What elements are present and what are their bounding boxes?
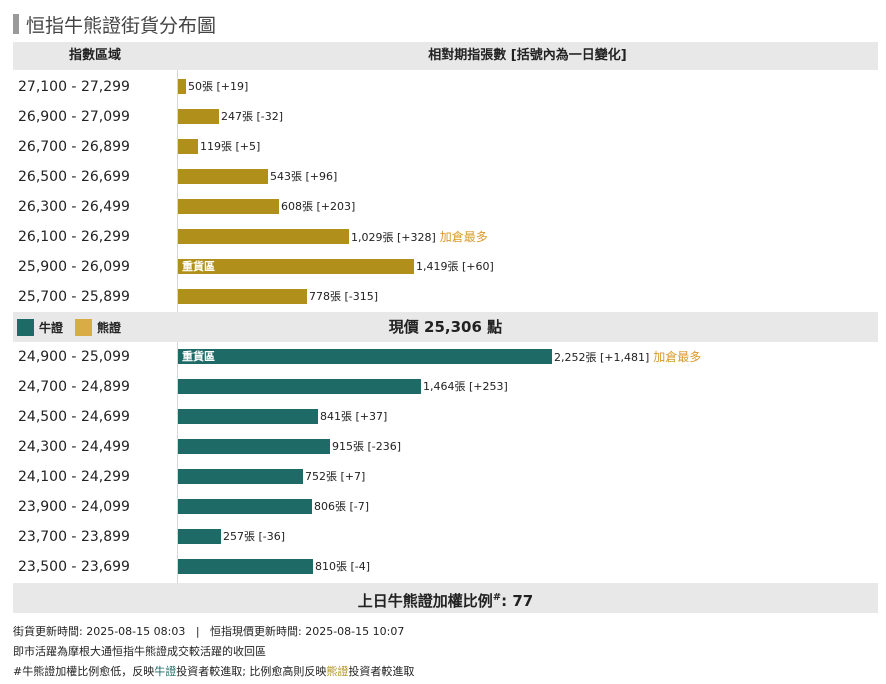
bear-bar	[178, 229, 349, 244]
legend-bull-swatch	[17, 318, 34, 336]
footnote-active: 即市活躍為摩根大通恒指牛熊證成交較活躍的收回區	[13, 645, 266, 658]
bear-row: 26,900 - 27,099 247張 [-32]	[13, 102, 878, 132]
bull-bar	[178, 409, 318, 424]
bear-bar	[178, 109, 219, 124]
range-label: 24,900 - 25,099	[18, 349, 130, 365]
max-increase-note: 加倉最多	[439, 230, 488, 244]
range-label: 26,300 - 26,499	[18, 199, 130, 215]
range-label: 24,100 - 24,299	[18, 469, 130, 485]
bar-value-label: 810張 [-4]	[315, 560, 371, 573]
bar-value-label: 608張 [+203]	[281, 200, 356, 213]
weighted-ratio: 上日牛熊證加權比例#: 77	[13, 583, 878, 613]
bear-bar	[178, 199, 279, 214]
ratio-value: 77	[512, 592, 534, 610]
bull-bar	[178, 499, 312, 514]
bear-bar	[178, 139, 198, 154]
range-label: 26,500 - 26,699	[18, 169, 130, 185]
range-label: 23,900 - 24,099	[18, 499, 130, 515]
range-label: 23,700 - 23,899	[18, 529, 130, 545]
range-label: 23,500 - 23,699	[18, 559, 130, 575]
bull-row: 24,300 - 24,499 915張 [-236]	[13, 432, 878, 462]
page-title-text: 恒指牛熊證街貨分布圖	[26, 14, 217, 37]
bull-row: 23,700 - 23,899 257張 [-36]	[13, 522, 878, 552]
bear-row: 25,700 - 25,899 778張 [-315]	[13, 282, 878, 312]
bull-row: 24,700 - 24,899 1,464張 [+253]	[13, 372, 878, 402]
bar-value-label: 778張 [-315]	[309, 290, 379, 303]
bull-bar	[178, 529, 221, 544]
bar-value-label: 806張 [-7]	[314, 500, 370, 513]
bear-row: 25,900 - 26,099 重貨區 1,419張 [+60]	[13, 252, 878, 282]
header-range-column: 指數區域	[68, 48, 121, 63]
bear-bar	[178, 79, 186, 94]
bar-value-label: 247張 [-32]	[221, 110, 284, 123]
heavy-zone-tag: 重貨區	[182, 350, 215, 363]
ratio-colon: :	[501, 592, 513, 610]
heavy-zone-tag: 重貨區	[182, 260, 215, 273]
bar-value-label: 2,252張 [+1,481] 加倉最多	[554, 350, 702, 364]
bear-row: 26,500 - 26,699 543張 [+96]	[13, 162, 878, 192]
legend-bull-label: 牛證	[39, 320, 64, 335]
bull-row: 23,900 - 24,099 806張 [-7]	[13, 492, 878, 522]
footnote-bull-word: 牛證	[154, 665, 177, 678]
bear-bar	[178, 169, 268, 184]
table-header: 指數區域 相對期指張數 [括號內為一日變化]	[13, 42, 878, 70]
legend: 牛證 熊證	[13, 312, 121, 342]
bear-row: 27,100 - 27,299 50張 [+19]	[13, 72, 878, 102]
footnotes: 街貨更新時間: 2025-08-15 08:03 | 恒指現價更新時間: 202…	[13, 622, 414, 682]
bar-value-label: 119張 [+5]	[200, 140, 261, 153]
bull-bar: 重貨區	[178, 349, 552, 364]
bull-bar	[178, 439, 330, 454]
update-times: 街貨更新時間: 2025-08-15 08:03 | 恒指現價更新時間: 202…	[13, 625, 405, 638]
bear-row: 26,100 - 26,299 1,029張 [+328] 加倉最多	[13, 222, 878, 252]
bar-value-label: 1,029張 [+328] 加倉最多	[351, 230, 488, 244]
bar-value-label: 543張 [+96]	[270, 170, 338, 183]
bear-row: 26,300 - 26,499 608張 [+203]	[13, 192, 878, 222]
range-label: 25,900 - 26,099	[18, 259, 130, 275]
ratio-mark: #	[492, 592, 502, 603]
bar-value-label: 257張 [-36]	[223, 530, 286, 543]
bear-bar	[178, 289, 307, 304]
title-accent-bar	[13, 14, 19, 34]
header-count-column: 相對期指張數 [括號內為一日變化]	[428, 48, 627, 63]
bull-bar	[178, 559, 313, 574]
bull-bar	[178, 379, 421, 394]
footnote-bear-word: 熊證	[326, 665, 349, 678]
ratio-label: 上日牛熊證加權比例	[357, 592, 493, 610]
bull-row: 24,100 - 24,299 752張 [+7]	[13, 462, 878, 492]
range-label: 26,100 - 26,299	[18, 229, 130, 245]
bar-value-label: 50張 [+19]	[188, 80, 249, 93]
current-price-band	[13, 312, 878, 342]
bear-row: 26,700 - 26,899 119張 [+5]	[13, 132, 878, 162]
range-label: 24,700 - 24,899	[18, 379, 130, 395]
ratio-band	[13, 583, 878, 613]
range-label: 25,700 - 25,899	[18, 289, 130, 305]
footnote-ratio-prefix: #牛熊證加權比例愈低，反映	[13, 665, 155, 678]
legend-bear-label: 熊證	[97, 320, 122, 335]
footnote-ratio-suffix: 投資者較進取	[348, 665, 415, 678]
footnote-ratio-mid: 投資者較進取; 比例愈高則反映	[176, 665, 327, 678]
bull-row: 24,500 - 24,699 841張 [+37]	[13, 402, 878, 432]
page-title: 恒指牛熊證街貨分布圖	[13, 10, 216, 38]
range-label: 24,300 - 24,499	[18, 439, 130, 455]
bull-bar	[178, 469, 303, 484]
max-increase-note: 加倉最多	[653, 350, 702, 364]
range-label: 26,700 - 26,899	[18, 139, 130, 155]
bull-row: 24,900 - 25,099 重貨區 2,252張 [+1,481] 加倉最多	[13, 342, 878, 372]
bull-row: 23,500 - 23,699 810張 [-4]	[13, 552, 878, 582]
bear-bar: 重貨區	[178, 259, 414, 274]
legend-bear-swatch	[75, 318, 93, 336]
bar-value-label: 841張 [+37]	[320, 410, 388, 423]
bar-value-label: 752張 [+7]	[305, 470, 366, 483]
bar-value-label: 1,464張 [+253]	[423, 380, 508, 393]
bar-value-label: 915張 [-236]	[332, 440, 402, 453]
range-label: 26,900 - 27,099	[18, 109, 130, 125]
range-label: 27,100 - 27,299	[18, 79, 130, 95]
footnote-ratio: #牛熊證加權比例愈低，反映牛證投資者較進取; 比例愈高則反映熊證投資者較進取	[13, 662, 414, 682]
range-label: 24,500 - 24,699	[18, 409, 130, 425]
bar-value-label: 1,419張 [+60]	[416, 260, 494, 273]
